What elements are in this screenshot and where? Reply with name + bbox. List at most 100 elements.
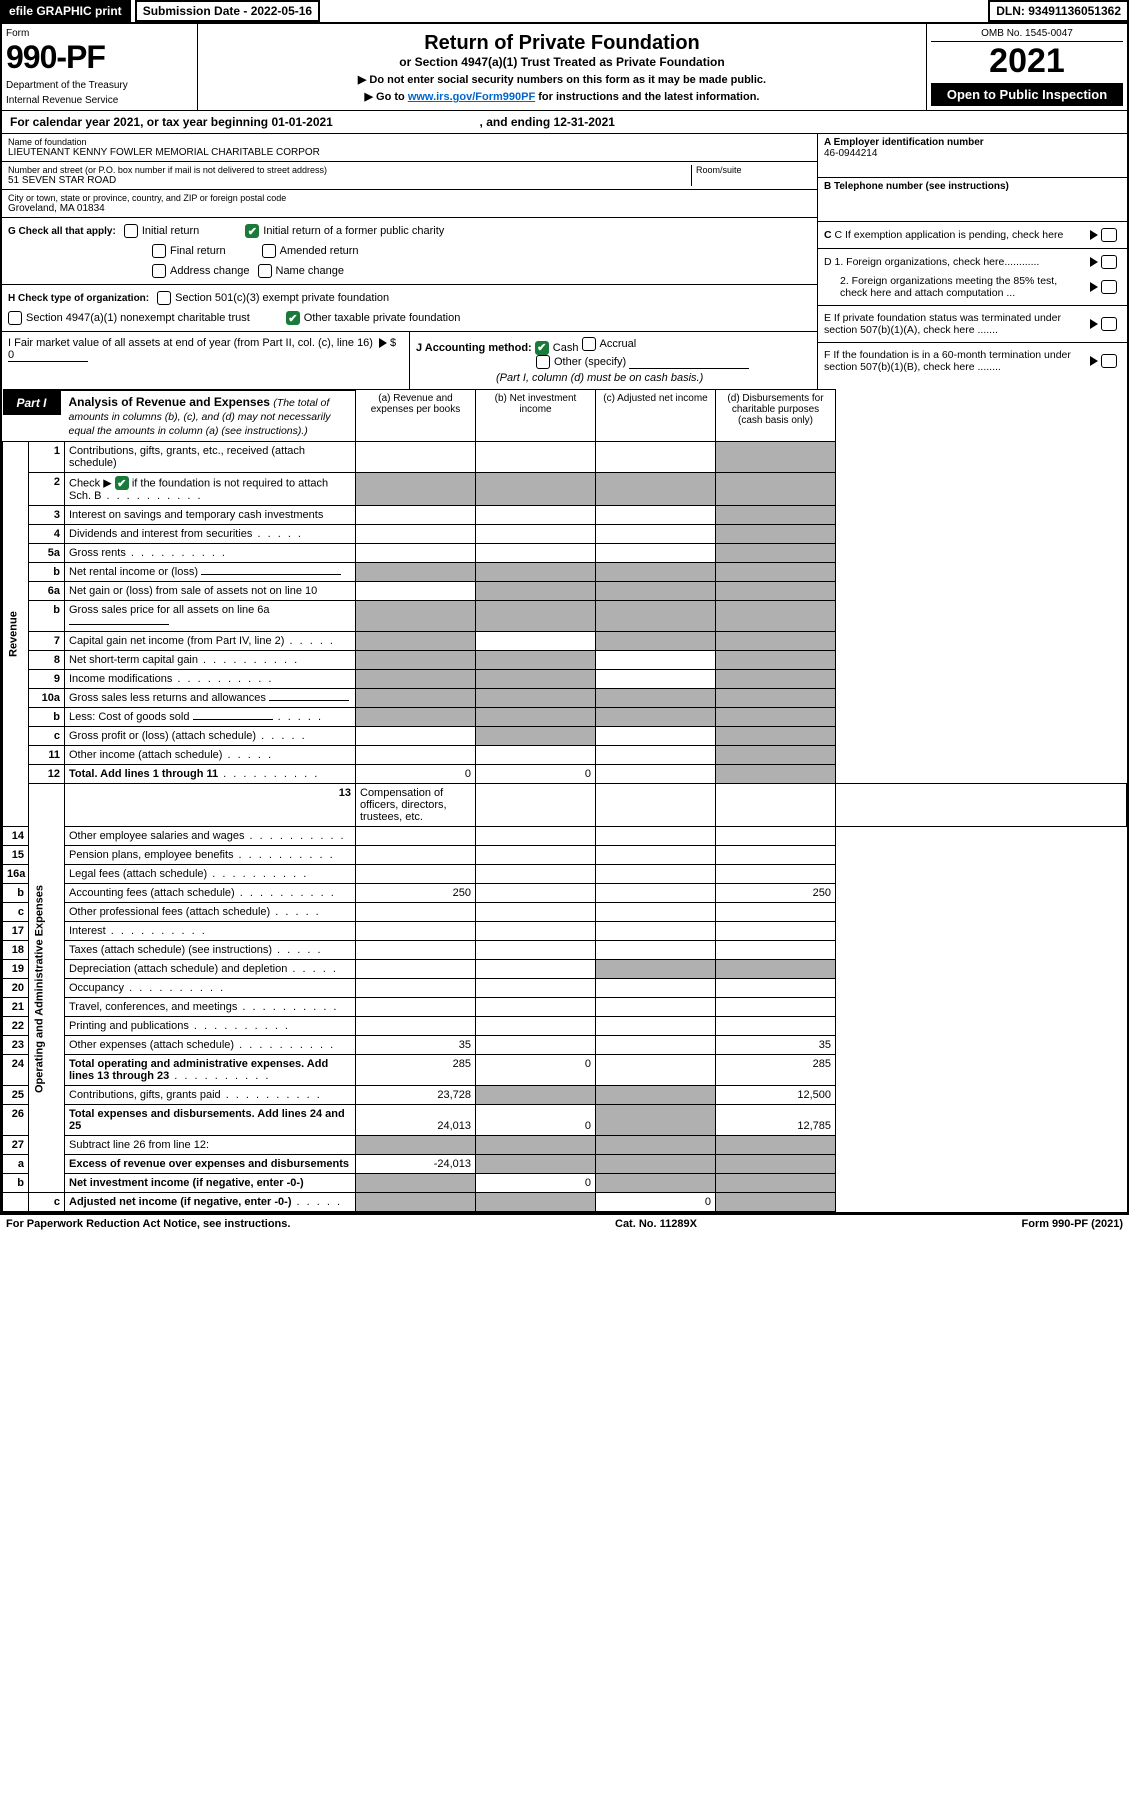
line-5a: Gross rents: [65, 544, 356, 563]
footer-left: For Paperwork Reduction Act Notice, see …: [6, 1218, 290, 1230]
ein-label: A Employer identification number: [824, 137, 984, 148]
col-a-header: (a) Revenue and expenses per books: [356, 389, 476, 442]
line-16c: Other professional fees (attach schedule…: [65, 903, 356, 922]
col-c-header: (c) Adjusted net income: [596, 389, 716, 442]
open-inspection: Open to Public Inspection: [931, 83, 1123, 106]
line-27c: Adjusted net income (if negative, enter …: [65, 1193, 356, 1212]
cb-address-change[interactable]: [152, 264, 166, 278]
line-3: Interest on savings and temporary cash i…: [65, 506, 356, 525]
part1-table: Part I Analysis of Revenue and Expenses …: [2, 389, 1127, 1213]
form-subtitle: or Section 4947(a)(1) Trust Treated as P…: [206, 55, 918, 69]
address-value: 51 SEVEN STAR ROAD: [8, 175, 691, 186]
form-number: 990-PF: [6, 39, 189, 76]
info-grid: Name of foundation LIEUTENANT KENNY FOWL…: [2, 133, 1127, 389]
efile-print-button[interactable]: efile GRAPHIC print: [0, 0, 131, 22]
cb-c-pending[interactable]: [1101, 228, 1117, 242]
part1-title: Analysis of Revenue and Expenses (The to…: [61, 391, 355, 441]
line-18: Taxes (attach schedule) (see instruction…: [65, 941, 356, 960]
cb-final-return[interactable]: [152, 244, 166, 258]
cb-e[interactable]: [1101, 317, 1117, 331]
name-label: Name of foundation: [8, 137, 811, 147]
line-24: Total operating and administrative expen…: [65, 1055, 356, 1086]
line-22: Printing and publications: [65, 1017, 356, 1036]
footer: For Paperwork Reduction Act Notice, see …: [0, 1214, 1129, 1233]
cb-accrual[interactable]: [582, 337, 596, 351]
line-6b: Gross sales price for all assets on line…: [65, 601, 356, 632]
dln: DLN: 93491136051362: [988, 0, 1129, 22]
line-8: Net short-term capital gain: [65, 651, 356, 670]
d2-label: 2. Foreign organizations meeting the 85%…: [824, 275, 1087, 299]
line-14: Other employee salaries and wages: [65, 827, 356, 846]
line-5b: Net rental income or (loss): [65, 563, 356, 582]
g-label: G Check all that apply:: [8, 226, 116, 237]
line-19: Depreciation (attach schedule) and deple…: [65, 960, 356, 979]
submission-date: Submission Date - 2022-05-16: [135, 0, 320, 22]
city-value: Groveland, MA 01834: [8, 203, 811, 214]
cb-other-taxable[interactable]: ✔: [286, 311, 300, 325]
form-container: Form 990-PF Department of the Treasury I…: [0, 22, 1129, 1214]
col-d-header: (d) Disbursements for charitable purpose…: [716, 389, 836, 442]
h-check-row: H Check type of organization: Section 50…: [2, 284, 817, 311]
line-11: Other income (attach schedule): [65, 746, 356, 765]
line-9: Income modifications: [65, 670, 356, 689]
j-note: (Part I, column (d) must be on cash basi…: [496, 372, 811, 384]
line-26: Total expenses and disbursements. Add li…: [65, 1105, 356, 1136]
i-label: I Fair market value of all assets at end…: [8, 337, 373, 349]
val-26a: 24,013: [356, 1105, 476, 1136]
cb-amended[interactable]: [262, 244, 276, 258]
topbar: efile GRAPHIC print Submission Date - 20…: [0, 0, 1129, 22]
val-26b: 0: [476, 1105, 596, 1136]
calendar-year-row: For calendar year 2021, or tax year begi…: [2, 110, 1127, 133]
line-7: Capital gain net income (from Part IV, l…: [65, 632, 356, 651]
val-24a: 285: [356, 1055, 476, 1086]
address-label: Number and street (or P.O. box number if…: [8, 165, 691, 175]
line-25: Contributions, gifts, grants paid: [65, 1086, 356, 1105]
expenses-section-label: Operating and Administrative Expenses: [29, 784, 65, 1193]
val-25d: 12,500: [716, 1086, 836, 1105]
cb-f[interactable]: [1101, 354, 1117, 368]
val-24d: 285: [716, 1055, 836, 1086]
cb-d2[interactable]: [1101, 280, 1117, 294]
line-10c: Gross profit or (loss) (attach schedule): [65, 727, 356, 746]
omb-number: OMB No. 1545-0047: [931, 28, 1123, 42]
cb-4947[interactable]: [8, 311, 22, 325]
irs-link[interactable]: www.irs.gov/Form990PF: [408, 91, 535, 103]
city-label: City or town, state or province, country…: [8, 193, 811, 203]
cb-schb[interactable]: ✔: [115, 476, 129, 490]
line-27b: Net investment income (if negative, ente…: [65, 1174, 356, 1193]
form-label: Form: [6, 28, 189, 39]
line-15: Pension plans, employee benefits: [65, 846, 356, 865]
val-23d: 35: [716, 1036, 836, 1055]
cb-cash[interactable]: ✔: [535, 341, 549, 355]
line-21: Travel, conferences, and meetings: [65, 998, 356, 1017]
footer-mid: Cat. No. 11289X: [615, 1218, 697, 1230]
line-20: Occupancy: [65, 979, 356, 998]
cb-501c3[interactable]: [157, 291, 171, 305]
val-25a: 23,728: [356, 1086, 476, 1105]
line-4: Dividends and interest from securities: [65, 525, 356, 544]
instr-ssn: ▶ Do not enter social security numbers o…: [206, 73, 918, 86]
line-10b: Less: Cost of goods sold: [65, 708, 356, 727]
cb-other-method[interactable]: [536, 355, 550, 369]
dept-treasury: Department of the Treasury: [6, 80, 189, 91]
cb-d1[interactable]: [1101, 255, 1117, 269]
room-label: Room/suite: [696, 165, 811, 175]
part1-tab: Part I: [3, 391, 61, 415]
cb-initial-former[interactable]: ✔: [245, 224, 259, 238]
line-27a: Excess of revenue over expenses and disb…: [65, 1155, 356, 1174]
line-23: Other expenses (attach schedule): [65, 1036, 356, 1055]
cb-name-change[interactable]: [258, 264, 272, 278]
line-12: Total. Add lines 1 through 11: [65, 765, 356, 784]
i-value: 0: [8, 349, 88, 362]
val-16b-a: 250: [356, 884, 476, 903]
val-27a-a: -24,013: [356, 1155, 476, 1174]
val-16b-d: 250: [716, 884, 836, 903]
f-label: F If the foundation is in a 60-month ter…: [824, 349, 1087, 373]
val-23a: 35: [356, 1036, 476, 1055]
e-label: E If private foundation status was termi…: [824, 312, 1087, 336]
cb-initial-return[interactable]: [124, 224, 138, 238]
g-check-row: G Check all that apply: Initial return ✔…: [2, 217, 817, 244]
line-13: Compensation of officers, directors, tru…: [356, 784, 476, 827]
line-16b: Accounting fees (attach schedule): [65, 884, 356, 903]
revenue-section-label: Revenue: [3, 442, 29, 827]
